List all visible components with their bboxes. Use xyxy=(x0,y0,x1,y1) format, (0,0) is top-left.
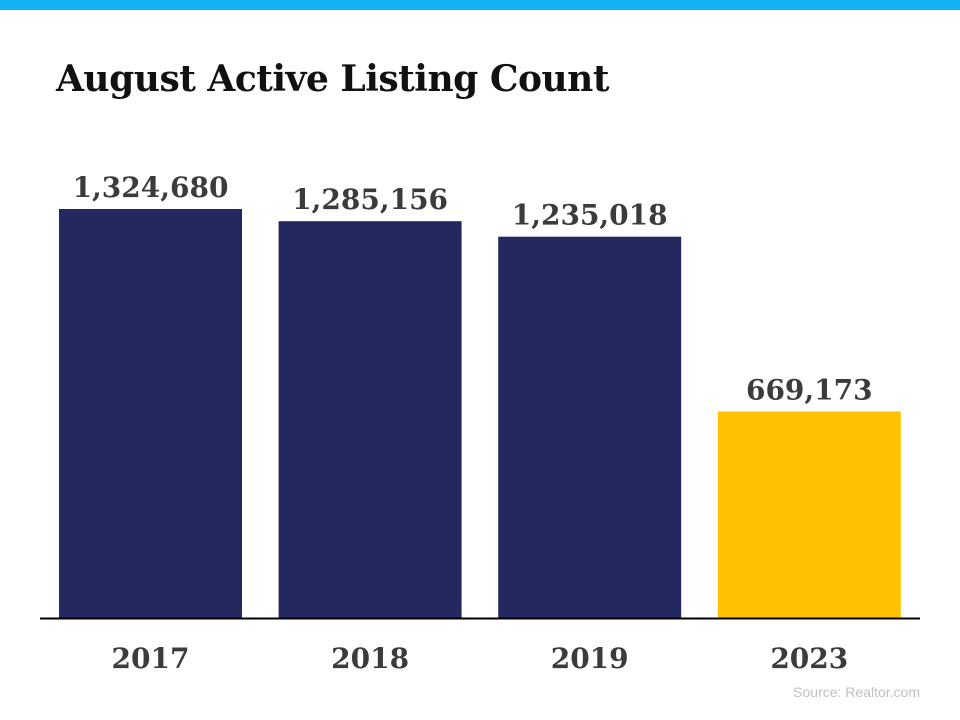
bar-2023 xyxy=(717,411,901,618)
value-label-2019: 1,235,018 xyxy=(512,199,668,232)
value-label-2018: 1,285,156 xyxy=(292,183,448,216)
x-tick-label-2018: 2018 xyxy=(331,642,409,675)
bar-2018 xyxy=(278,221,462,618)
x-tick-label-2019: 2019 xyxy=(551,642,629,675)
bar-2017 xyxy=(59,209,242,618)
chart-title: August Active Listing Count xyxy=(56,58,609,100)
top-accent-bar xyxy=(0,0,960,10)
value-label-2023: 669,173 xyxy=(746,373,873,406)
labels-layer: 1,324,680 2017 1,285,156 2018 1,235,018 2019 6… xyxy=(73,171,873,675)
source-note: Source: Realtor.com xyxy=(793,684,920,700)
x-tick-label-2017: 2017 xyxy=(112,642,190,675)
bar-2019 xyxy=(498,236,682,618)
bars-layer xyxy=(59,209,901,618)
value-label-2017: 1,324,680 xyxy=(73,171,229,204)
x-tick-label-2023: 2023 xyxy=(770,642,848,675)
